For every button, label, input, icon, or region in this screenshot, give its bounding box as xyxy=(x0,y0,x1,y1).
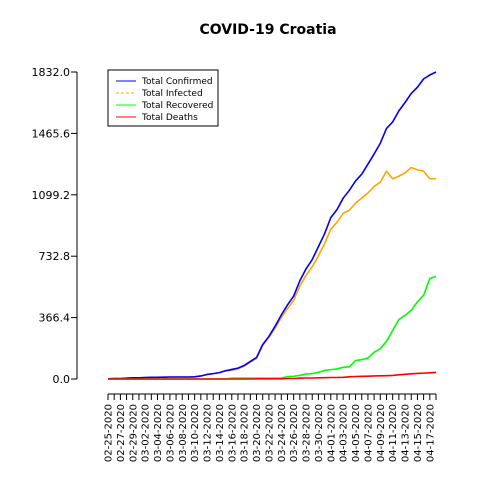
series-line-total-infected xyxy=(107,166,436,380)
plot-series xyxy=(107,71,437,380)
x-tick-label: 04-07-2020 xyxy=(363,404,374,462)
y-tick-label: 1099.2 xyxy=(32,189,71,202)
x-tick-label: 02-27-2020 xyxy=(116,404,127,462)
x-tick-label: 03-28-2020 xyxy=(302,404,313,462)
x-tick-label: 03-26-2020 xyxy=(289,404,300,462)
legend: Total Confirmed Total Infected Total Recov… xyxy=(107,69,219,127)
x-tick-label: 04-03-2020 xyxy=(339,404,350,462)
y-tick-label: 366.4 xyxy=(39,312,71,325)
x-tick-label: 03-04-2020 xyxy=(153,404,164,462)
x-tick-label: 02-25-2020 xyxy=(104,404,115,462)
legend-label: Total Infected xyxy=(141,89,203,99)
chart-title: COVID-19 Croatia xyxy=(199,22,336,38)
x-tick-label: 03-10-2020 xyxy=(190,404,201,462)
legend-label: Total Deaths xyxy=(141,113,198,123)
series-line-total-deaths xyxy=(108,371,437,380)
x-tick-label: 03-30-2020 xyxy=(314,404,325,462)
y-tick-label: 732.8 xyxy=(39,250,71,263)
legend-label: Total Confirmed xyxy=(141,77,213,87)
x-tick-label: 04-13-2020 xyxy=(401,404,412,462)
x-tick-label: 04-15-2020 xyxy=(413,404,424,462)
x-tick-label: 03-16-2020 xyxy=(227,404,238,462)
x-tick-label: 03-08-2020 xyxy=(178,404,189,462)
x-tick-label: 03-06-2020 xyxy=(165,404,176,462)
x-tick-label: 03-14-2020 xyxy=(215,404,226,462)
x-tick-label: 03-12-2020 xyxy=(203,404,214,462)
y-tick-label: 0.0 xyxy=(53,373,71,386)
x-tick-label: 03-22-2020 xyxy=(264,404,275,462)
x-tick-label: 04-09-2020 xyxy=(376,404,387,462)
x-tick-label: 03-20-2020 xyxy=(252,404,263,462)
x-tick-label: 04-11-2020 xyxy=(388,404,399,462)
y-tick-label: 1832.0 xyxy=(32,66,71,79)
y-axis: 0.0 366.4 732.8 1099.2 1465.6 1832.0 xyxy=(32,66,78,386)
series-line-total-confirmed xyxy=(107,71,437,380)
legend-label: Total Recovered xyxy=(141,101,213,111)
x-tick-label: 03-18-2020 xyxy=(240,404,251,462)
x-tick-label: 03-24-2020 xyxy=(277,404,288,462)
x-tick-label: 04-17-2020 xyxy=(425,404,436,462)
x-axis: 02-25-2020 02-27-2020 02-29-2020 03-02-2020… xyxy=(104,393,437,462)
x-tick-label: 04-01-2020 xyxy=(326,404,337,462)
x-tick-label: 02-29-2020 xyxy=(128,404,139,462)
x-tick-label: 03-02-2020 xyxy=(141,404,152,462)
series-line-total-recovered xyxy=(108,275,437,380)
x-tick-label: 04-05-2020 xyxy=(351,404,362,462)
y-tick-label: 1465.6 xyxy=(32,127,71,140)
